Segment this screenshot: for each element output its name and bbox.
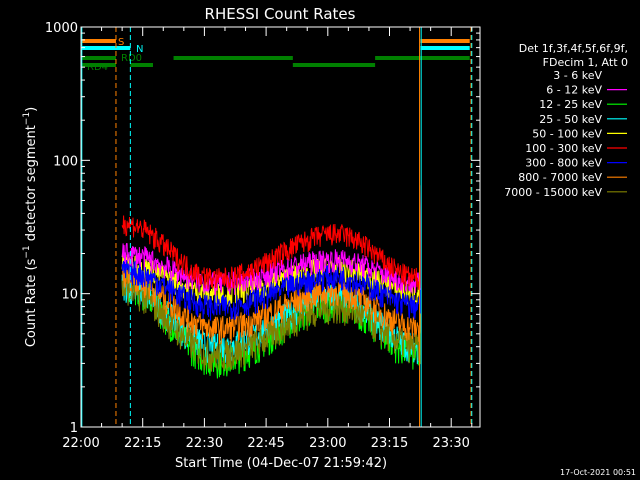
legend-label: 12 - 25 keV [539, 98, 602, 111]
legend-label: 7000 - 15000 keV [504, 186, 602, 199]
x-tick-label: 22:00 [62, 436, 99, 451]
series-line [121, 213, 422, 321]
series-lines [121, 154, 422, 394]
flag-label: RD0 [121, 53, 142, 64]
flag-label: N [136, 44, 143, 55]
axes: 1 10 100 1000 22:00 22:15 22:30 22:45 23:00 23:15… [45, 21, 480, 451]
legend-label: 50 - 100 keV [532, 127, 602, 140]
legend-header-line-2: FDecim 1, Att 0 [543, 56, 628, 69]
y-tick-label: 1 [70, 421, 78, 436]
y-tick-label: 100 [53, 154, 78, 169]
x-tick-label: 22:45 [247, 436, 284, 451]
y-axis-label: Count Rate (s−1 detector segment−1) [22, 107, 39, 347]
legend-label: 3 - 6 keV [553, 69, 602, 82]
y-tick-label: 1000 [45, 21, 78, 36]
footer-timestamp: 17-Oct-2021 00:51 [560, 468, 636, 477]
x-tick-label: 23:30 [432, 436, 469, 451]
plot-frame [80, 26, 481, 428]
x-tick-label: 22:30 [186, 436, 223, 451]
series-line [121, 185, 422, 290]
flag-label: S [118, 37, 124, 48]
series-line [121, 189, 422, 296]
x-tick-label: 22:15 [124, 436, 161, 451]
x-axis-label: Start Time (04-Dec-07 21:59:42) [175, 456, 387, 471]
y-tick-label: 10 [61, 288, 78, 303]
legend-label: 100 - 300 keV [525, 142, 602, 155]
legend-header-line-1: Det 1f,3f,4f,5f,6f,9f, [519, 42, 628, 55]
vertical-markers [81, 27, 473, 427]
chart-title: RHESSI Count Rates [205, 5, 356, 23]
series-line [121, 235, 422, 345]
legend-label: 300 - 800 keV [525, 157, 602, 170]
x-tick-label: 23:00 [309, 436, 346, 451]
legend-label: 6 - 12 keV [546, 84, 602, 97]
legend-label: 25 - 50 keV [539, 113, 602, 126]
flag-label: RD4 [87, 62, 108, 73]
x-tick-label: 23:15 [371, 436, 408, 451]
legend-label: 800 - 7000 keV [518, 171, 602, 184]
